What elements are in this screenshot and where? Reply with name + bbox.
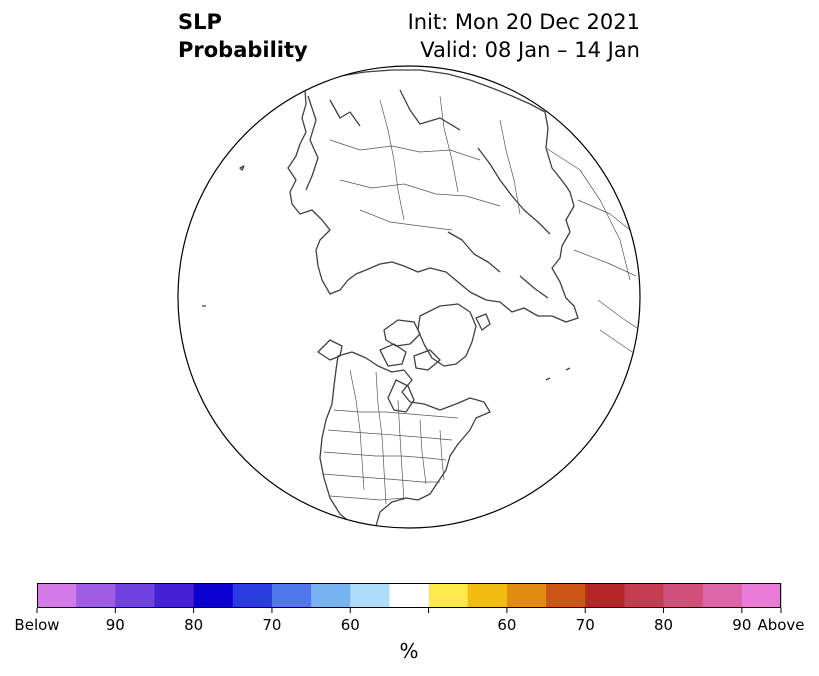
colorbar-cell: [428, 583, 469, 608]
colorbar-tick-label: 70: [262, 616, 282, 634]
colorbar-tick-label: 90: [105, 616, 125, 634]
colorbar-cell: [311, 583, 351, 608]
colorbar-tick-label: 80: [653, 616, 674, 634]
map-dates: Init: Mon 20 Dec 2021 Valid: 08 Jan – 14…: [408, 8, 640, 64]
globe-boundary: [177, 65, 641, 529]
colorbar-cell: [115, 583, 156, 608]
colorbar-cell: [663, 583, 704, 608]
colorbar-cell: [271, 583, 312, 608]
colorbar-cell: [389, 583, 430, 608]
colorbar-cell: [193, 583, 234, 608]
greenland-coastline: [417, 303, 477, 367]
colorbar-tick-label: Below: [14, 616, 60, 634]
colorbar-unit-label: %: [399, 639, 419, 663]
colorbar-tick-label: 60: [497, 616, 517, 634]
colorbar-tick-label: 60: [340, 616, 360, 634]
colorbar-cell: [76, 583, 116, 608]
colorbar-cell: [232, 583, 273, 608]
colorbar-cell: [741, 583, 782, 608]
colorbar-cell: [467, 583, 508, 608]
colorbar-tick-label: 80: [184, 616, 204, 634]
colorbar-cell: [37, 583, 77, 608]
colorbar-cell: [154, 583, 195, 608]
polar-map: [177, 65, 641, 529]
north-america-coastline: [319, 351, 491, 528]
colorbar-cell: [506, 583, 547, 608]
map-title: SLP Probability: [178, 8, 308, 64]
colorbar-cell: [585, 583, 625, 608]
init-date: Init: Mon 20 Dec 2021: [407, 10, 640, 34]
colorbar-tick-label: Above: [757, 616, 805, 634]
title-quantity: Probability: [178, 38, 308, 62]
colorbar-cell: [702, 583, 743, 608]
colorbar-cell: [350, 583, 391, 608]
colorbar: [36, 583, 782, 613]
colorbar-cell: [546, 583, 586, 608]
eurasia-coastline: [287, 69, 579, 323]
title-variable: SLP: [178, 10, 222, 34]
hudson-bay: [387, 379, 415, 413]
colorbar-tick-label: 70: [575, 616, 595, 634]
colorbar-cell: [624, 583, 665, 608]
valid-range: Valid: 08 Jan – 14 Jan: [420, 38, 640, 62]
colorbar-tick-label: 90: [732, 616, 752, 634]
